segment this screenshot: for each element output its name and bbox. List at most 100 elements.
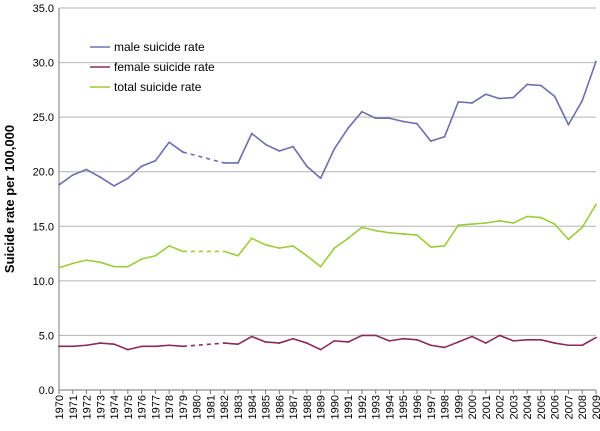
data-point xyxy=(264,341,267,343)
data-point xyxy=(498,334,501,337)
data-point xyxy=(457,224,460,227)
data-point xyxy=(402,337,405,340)
data-point xyxy=(278,150,281,152)
data-point xyxy=(457,100,460,103)
x-tick-label: 1991 xyxy=(343,395,355,419)
data-point xyxy=(443,245,446,247)
data-point xyxy=(388,117,391,120)
data-point xyxy=(402,233,405,235)
data-point xyxy=(58,266,60,269)
series-line xyxy=(59,342,183,351)
x-tick-label: 2006 xyxy=(550,395,562,419)
x-tick-label: 2004 xyxy=(522,395,534,419)
y-axis-label: Suicide rate per 100,000 xyxy=(2,125,17,273)
data-point xyxy=(126,348,129,351)
data-point xyxy=(361,334,363,337)
x-tick-label: 1981 xyxy=(205,395,217,419)
x-tick-labels: 1970 1971 1972 1973 1974 1975 1976 1977 1978 1979… xyxy=(54,390,600,419)
x-tick-label: 1996 xyxy=(412,395,424,419)
data-point xyxy=(237,254,239,257)
data-point xyxy=(250,237,253,240)
x-tick-label: 1993 xyxy=(371,395,383,419)
x-tick-label: 1985 xyxy=(261,395,273,419)
x-tick-label: 1976 xyxy=(137,395,149,419)
x-tick-label: 1982 xyxy=(219,395,231,419)
x-tick-label: 2002 xyxy=(495,395,507,419)
x-tick-label: 1988 xyxy=(302,395,314,419)
data-point xyxy=(126,177,129,180)
data-point xyxy=(567,238,570,241)
data-point xyxy=(237,162,239,164)
x-tick-label: 1970 xyxy=(54,395,66,419)
series-gap-dashed-line xyxy=(182,151,225,164)
data-point xyxy=(553,223,556,226)
data-point xyxy=(581,226,584,229)
data-point xyxy=(498,219,501,222)
legend-label: total suicide rate xyxy=(114,80,202,94)
series-line xyxy=(223,204,597,268)
data-point xyxy=(223,342,226,344)
data-point xyxy=(71,262,74,265)
data-point xyxy=(223,250,226,253)
data-point xyxy=(347,341,350,343)
data-point xyxy=(553,342,556,344)
data-point xyxy=(595,60,597,63)
data-point xyxy=(567,123,570,126)
data-point xyxy=(374,334,377,337)
data-point xyxy=(154,345,157,348)
data-point xyxy=(540,216,542,219)
x-tick-label: 1971 xyxy=(68,395,80,419)
data-point xyxy=(71,345,74,348)
x-tick-label: 1974 xyxy=(109,395,121,419)
data-point xyxy=(182,345,184,348)
x-tick-label: 1995 xyxy=(398,395,410,419)
legend-item: male suicide rate xyxy=(90,40,205,54)
data-point xyxy=(429,246,432,248)
horizontal-gridlines xyxy=(59,7,596,336)
y-tick-label: 20.0 xyxy=(33,167,54,179)
data-point xyxy=(319,348,322,351)
data-point xyxy=(471,102,473,104)
data-point xyxy=(567,344,570,347)
data-point xyxy=(71,174,74,176)
data-point xyxy=(305,342,308,344)
y-tick-label: 35.0 xyxy=(33,3,54,15)
data-point xyxy=(168,344,171,347)
x-tick-label: 2001 xyxy=(481,395,493,419)
x-tick-label: 1990 xyxy=(329,395,341,419)
x-tick-label: 1992 xyxy=(357,395,369,419)
data-point xyxy=(526,215,529,218)
y-tick-label: 0.0 xyxy=(39,385,54,397)
data-point xyxy=(250,335,253,338)
data-point xyxy=(429,140,432,143)
legend-item: female suicide rate xyxy=(90,60,215,74)
data-point xyxy=(416,338,418,341)
data-point xyxy=(540,338,542,341)
x-tick-label: 1989 xyxy=(316,395,328,419)
legend: male suicide rate female suicide rate tota… xyxy=(90,40,215,94)
x-tick-label: 1994 xyxy=(384,395,396,419)
data-point xyxy=(484,93,487,96)
data-point xyxy=(126,265,129,268)
y-tick-label: 25.0 xyxy=(33,112,54,124)
data-point xyxy=(264,243,267,246)
data-point xyxy=(526,83,529,86)
data-point xyxy=(237,343,239,346)
data-point xyxy=(416,234,418,236)
x-tick-label: 1984 xyxy=(247,395,259,419)
series-line xyxy=(224,61,597,180)
y-tick-label: 15.0 xyxy=(33,221,54,233)
data-point xyxy=(113,265,115,268)
data-point xyxy=(168,141,171,144)
data-point xyxy=(512,339,515,342)
x-tick-label: 1986 xyxy=(274,395,286,419)
data-point xyxy=(154,254,157,257)
axes xyxy=(58,8,596,391)
data-point xyxy=(113,343,115,346)
data-point xyxy=(471,335,473,338)
data-point xyxy=(305,165,308,168)
x-tick-label: 2005 xyxy=(536,395,548,419)
data-point xyxy=(361,226,363,229)
data-point xyxy=(457,341,460,343)
data-point xyxy=(512,96,515,99)
